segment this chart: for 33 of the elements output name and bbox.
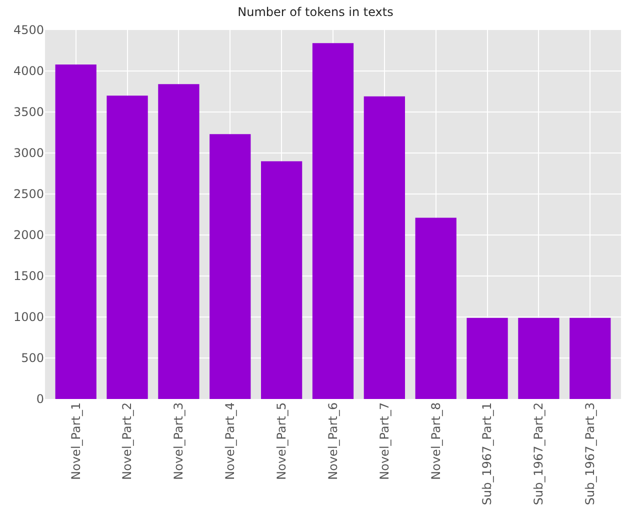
x-tick-label: Sub_1967_Part_1 [480, 402, 494, 506]
x-tick-label: Novel_Part_3 [172, 402, 186, 480]
bar [261, 161, 302, 399]
bar [415, 218, 456, 399]
y-tick-label: 1000 [13, 310, 44, 324]
bar [570, 318, 611, 399]
x-tick-label: Sub_1967_Part_3 [583, 402, 598, 506]
x-tick-label: Novel_Part_8 [428, 402, 443, 480]
x-tick-label: Novel_Part_7 [377, 402, 392, 480]
y-tick-label: 500 [21, 351, 44, 366]
x-tick-label: Novel_Part_2 [120, 402, 134, 480]
x-tick-label: Novel_Part_6 [326, 402, 340, 480]
x-tick-label: Novel_Part_5 [274, 402, 288, 480]
bar [210, 134, 251, 399]
x-tick-label: Sub_1967_Part_2 [532, 402, 546, 506]
y-tick-label: 2000 [13, 228, 44, 242]
bar [312, 43, 354, 399]
y-tick-label: 1500 [13, 269, 44, 284]
y-tick-label: 0 [36, 392, 44, 406]
bar [466, 318, 508, 399]
y-tick-label: 4000 [13, 64, 44, 78]
bar [106, 96, 148, 399]
bar [518, 318, 560, 399]
y-tick-label: 3500 [13, 105, 44, 120]
bar [55, 64, 96, 399]
y-tick-label: 3000 [13, 146, 44, 160]
chart-title: Number of tokens in texts [238, 5, 394, 20]
bar [158, 84, 200, 399]
bar [364, 96, 405, 399]
y-tick-label: 2500 [13, 187, 44, 202]
x-tick-label: Novel_Part_4 [223, 402, 238, 480]
y-tick-label: 4500 [13, 23, 44, 38]
x-tick-label: Novel_Part_1 [68, 402, 83, 480]
